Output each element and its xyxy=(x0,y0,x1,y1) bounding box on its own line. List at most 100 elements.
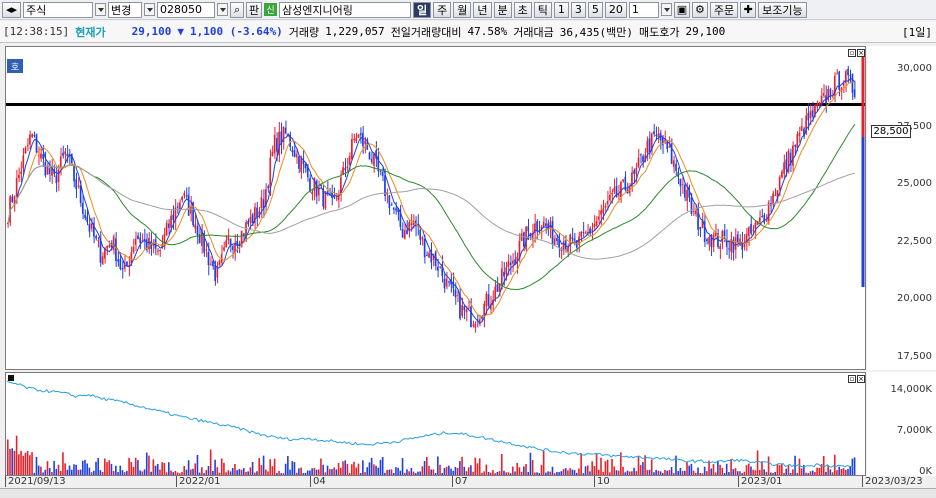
volume-bar xyxy=(695,472,697,475)
down-candle xyxy=(789,148,792,173)
volume-bar xyxy=(589,471,591,475)
code-dropdown-icon[interactable] xyxy=(217,3,229,16)
down-candle xyxy=(154,233,157,256)
period-minute-button[interactable]: 분 xyxy=(493,1,512,18)
count-input[interactable]: 1 xyxy=(628,1,659,18)
down-candle xyxy=(388,194,391,215)
volume-bar xyxy=(617,470,620,475)
down-candle xyxy=(847,65,849,83)
volume-bar xyxy=(675,455,677,475)
up-candle xyxy=(141,233,144,242)
minimize-panel-icon[interactable]: ▫ xyxy=(848,49,856,57)
pan-button[interactable]: 판 xyxy=(246,1,263,18)
period-day-button[interactable]: 일 xyxy=(413,1,432,18)
interval-label: 5 xyxy=(591,3,599,16)
change-button[interactable]: 변경 xyxy=(108,1,143,18)
volume-bar xyxy=(747,463,750,475)
volume-bar xyxy=(315,469,318,475)
volume-bar xyxy=(126,470,128,475)
down-candle xyxy=(419,226,421,246)
volume-bar xyxy=(132,467,135,475)
quote-badge[interactable]: 호 xyxy=(7,59,23,73)
period-label: 분 xyxy=(497,3,508,17)
volume-bar xyxy=(520,471,523,475)
order-button[interactable]: 주문 xyxy=(709,1,739,18)
market-dropdown-icon[interactable] xyxy=(95,3,107,16)
volume-bar xyxy=(553,473,556,475)
volume-bar xyxy=(540,464,543,475)
nav-arrows-icon[interactable]: ◂▸ xyxy=(2,1,22,18)
volume-bar xyxy=(692,470,695,475)
volume-bar xyxy=(355,467,358,475)
down-candle xyxy=(851,73,854,100)
save-icon[interactable]: ▣ xyxy=(673,1,690,18)
volume-bar xyxy=(384,472,386,475)
down-candle xyxy=(187,186,190,216)
up-candle xyxy=(428,250,430,258)
period-second-button[interactable]: 초 xyxy=(513,1,532,18)
market-select[interactable]: 주식 xyxy=(23,1,94,18)
crosshair-icon[interactable]: ✚ xyxy=(740,1,757,18)
period-tick-button[interactable]: 틱 xyxy=(533,1,552,18)
volume-bar xyxy=(591,461,593,475)
down-candle xyxy=(430,242,433,270)
down-candle xyxy=(139,232,141,250)
count-dropdown-icon[interactable] xyxy=(660,3,672,16)
x-tick-label: 07 xyxy=(452,476,468,487)
down-candle xyxy=(256,201,258,227)
search-icon[interactable]: ⌕ xyxy=(230,1,245,18)
volume-bar xyxy=(730,458,732,475)
volume-bar xyxy=(679,467,682,475)
volume-bar xyxy=(459,461,461,475)
up-candle xyxy=(209,256,212,266)
interval-5-button[interactable]: 5 xyxy=(587,1,603,18)
volume-bar xyxy=(822,456,825,475)
close-volume-panel-icon[interactable]: × xyxy=(857,375,865,383)
volume-bar xyxy=(196,454,199,475)
volume-bar xyxy=(525,464,527,475)
minimize-volume-panel-icon[interactable]: ▫ xyxy=(848,375,856,383)
period-month-button[interactable]: 월 xyxy=(453,1,472,18)
volume-bar xyxy=(390,469,393,475)
volume-bar xyxy=(432,469,435,475)
up-candle xyxy=(408,219,410,238)
volume-bar xyxy=(706,471,708,475)
interval-3-button[interactable]: 3 xyxy=(570,1,586,18)
code-input[interactable]: 028050 xyxy=(157,1,216,18)
price-chart-panel[interactable]: 호 ▫ × xyxy=(5,46,866,370)
volume-bar xyxy=(814,472,816,475)
volume-bar xyxy=(668,470,671,475)
volume-bar xyxy=(461,456,463,475)
up-candle xyxy=(483,300,485,328)
change-dropdown-icon[interactable] xyxy=(144,3,156,16)
aux-function-button[interactable]: 보조기능 xyxy=(758,1,807,18)
stock-name-field[interactable]: 삼성엔지니어링 xyxy=(279,1,412,18)
volume-bar xyxy=(745,465,748,475)
volume-bar xyxy=(765,471,768,475)
interval-20-button[interactable]: 20 xyxy=(604,1,627,18)
volume-bar xyxy=(620,452,622,475)
period-year-button[interactable]: 년 xyxy=(473,1,492,18)
volume-bar xyxy=(463,466,466,475)
period-week-button[interactable]: 주 xyxy=(433,1,452,18)
up-candle xyxy=(708,235,710,251)
volume-chart-panel[interactable]: ▫ × xyxy=(5,372,866,476)
volume-bar xyxy=(18,454,20,475)
volume-bar xyxy=(602,471,605,475)
candles xyxy=(7,65,856,333)
up-candle xyxy=(159,249,161,257)
volume-bar xyxy=(262,455,265,475)
volume-bar xyxy=(653,472,655,475)
volume-bar xyxy=(66,469,69,475)
volume-bar xyxy=(624,472,627,475)
down-candle xyxy=(677,167,679,185)
interval-1-button[interactable]: 1 xyxy=(553,1,569,18)
down-candle xyxy=(298,155,300,174)
close-panel-icon[interactable]: × xyxy=(857,49,865,57)
volume-bar xyxy=(357,463,360,475)
price-y-tick: 22,500 xyxy=(897,235,932,247)
down-candle xyxy=(414,216,417,237)
volume-bar xyxy=(289,469,291,475)
gear-icon[interactable]: ⚙ xyxy=(691,1,708,18)
volume-bar xyxy=(128,457,130,475)
